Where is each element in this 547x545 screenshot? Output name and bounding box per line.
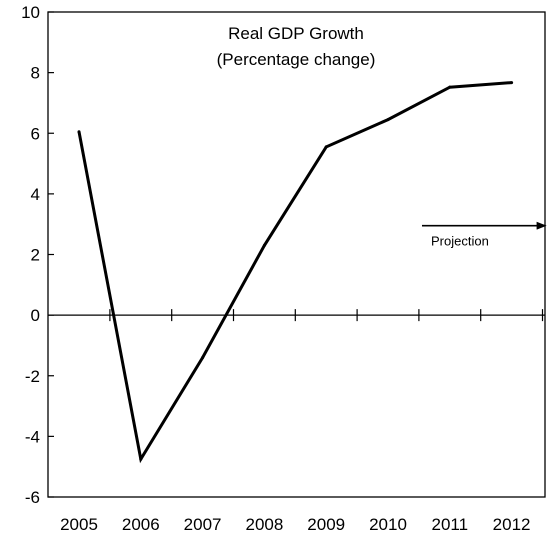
x-tick-label: 2009 xyxy=(307,515,345,534)
x-tick-label: 2011 xyxy=(432,515,469,534)
series-layer xyxy=(77,81,514,464)
data-point xyxy=(448,85,452,89)
x-tick-label: 2006 xyxy=(122,515,160,534)
data-point xyxy=(77,130,81,134)
chart-subtitle: (Percentage change) xyxy=(217,50,376,69)
y-tick-label: 6 xyxy=(31,124,40,143)
x-tick-label: 2008 xyxy=(245,515,283,534)
y-tick-label: 4 xyxy=(31,185,40,204)
y-tick-label: 2 xyxy=(31,246,40,265)
projection-label: Projection xyxy=(431,234,489,249)
data-point xyxy=(324,145,328,149)
y-tick-label: 8 xyxy=(31,64,40,83)
x-tick-label: 2012 xyxy=(493,515,531,534)
y-tick-label: 10 xyxy=(21,3,40,22)
data-point xyxy=(201,356,205,360)
y-tick-label: 0 xyxy=(31,306,40,325)
y-tick-label: -4 xyxy=(25,427,40,446)
chart-title: Real GDP Growth xyxy=(228,24,364,43)
y-tick-label: -6 xyxy=(25,488,40,507)
data-point xyxy=(139,457,143,461)
data-point xyxy=(262,243,266,247)
projection-annotation: Projection xyxy=(421,221,547,249)
data-point xyxy=(510,81,514,85)
y-axis: -6 -4 -2 0 2 4 6 8 10 xyxy=(21,3,54,507)
data-point xyxy=(386,118,390,122)
x-tick-label: 2010 xyxy=(369,515,407,534)
x-tick-label: 2005 xyxy=(60,515,98,534)
x-axis: 2005 2006 2007 2008 2009 2010 2011 2012 xyxy=(48,309,545,534)
x-tick-label: 2007 xyxy=(184,515,222,534)
y-tick-label: -2 xyxy=(25,367,40,386)
series-line xyxy=(77,81,512,464)
